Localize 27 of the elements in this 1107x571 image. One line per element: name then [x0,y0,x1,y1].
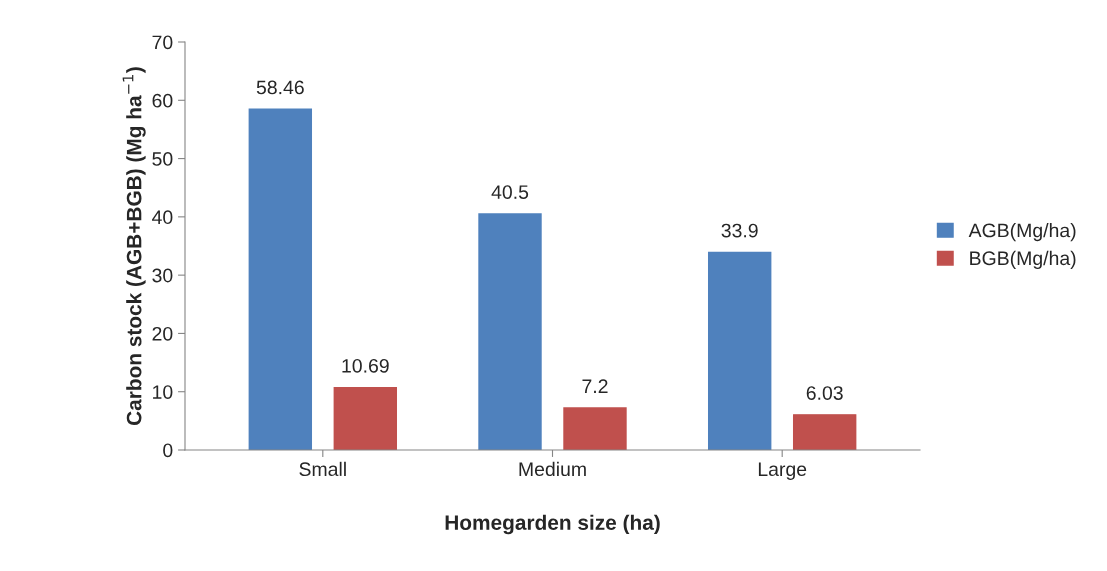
y-tick-label: 50 [152,152,173,166]
legend-label: BGB(Mg/ha) [970,250,1076,269]
data-label: 7.2 [582,379,608,393]
x-axis-title: Homegarden size (ha) [445,514,660,535]
legend-label: AGB(Mg/ha) [968,223,1076,242]
y-tick-label: 30 [152,268,173,283]
data-label: 10.69 [342,358,389,373]
data-label: 33.9 [721,223,758,238]
data-label: 40.5 [491,185,529,199]
bar [707,251,772,450]
bar [792,414,857,450]
y-tick-label: 0 [163,443,173,458]
bar [333,386,398,450]
y-tick-label: 40 [152,210,173,225]
y-tick-label: 70 [152,35,173,50]
data-label: 58.46 [256,80,304,95]
bar [563,407,627,450]
x-tick-label: Medium [519,461,586,477]
y-tick-label: 10 [153,385,173,399]
y-axis-title: Carbon stock (AGB+BGB) (Mg ha$^{−1}$) [122,67,146,426]
data-label: 6.03 [806,386,843,400]
bar [248,108,313,450]
x-tick-label: Small [299,461,346,477]
y-tick-label: 20 [152,326,173,341]
x-tick-label: Large [758,462,807,480]
bar [478,213,542,450]
y-tick-label: 60 [152,93,173,108]
